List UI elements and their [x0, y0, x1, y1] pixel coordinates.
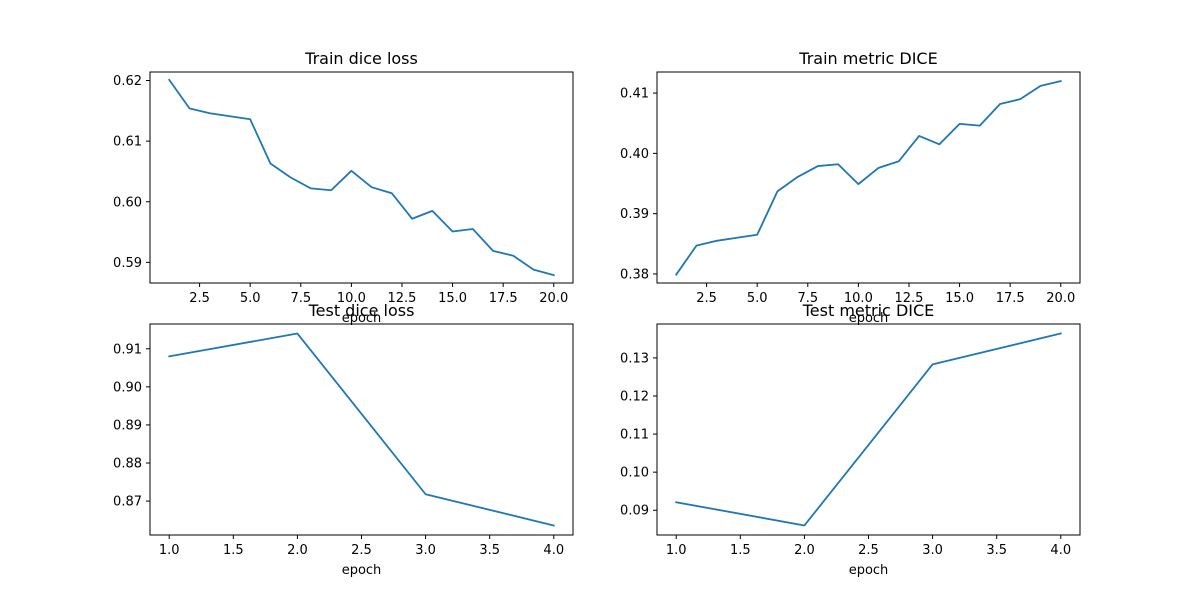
chart-0-x-tick-label: 17.5 — [489, 291, 518, 306]
chart-1-x-tick-label: 20.0 — [1046, 291, 1075, 306]
chart-2-x-tick-label: 3.0 — [415, 543, 436, 558]
chart-2-y-tick-label: 0.90 — [113, 380, 142, 395]
chart-3-x-tick-label: 1.5 — [730, 543, 751, 558]
chart-0-y-tick-label: 0.60 — [113, 195, 142, 210]
chart-1-x-tick-label: 2.5 — [696, 291, 717, 306]
chart-3-y-tick-label: 0.12 — [620, 389, 649, 404]
x-axis-label: epoch — [342, 563, 382, 578]
chart-1-y-tick-label: 0.40 — [620, 147, 649, 162]
chart-0-axes-frame — [149, 71, 574, 284]
x-axis-label: epoch — [849, 311, 889, 326]
chart-title: Train metric DICE — [798, 49, 937, 68]
chart-2-y-tick-label: 0.88 — [113, 457, 142, 472]
chart-3-y-tick-label: 0.09 — [620, 504, 649, 519]
chart-0-x-tick-label: 20.0 — [539, 291, 568, 306]
chart-0-series-0-line — [167, 78, 555, 277]
chart-1-x-tick-label: 15.0 — [945, 291, 974, 306]
chart-2-x-tick-label: 1.5 — [223, 543, 244, 558]
chart-0-x-tick-label: 10.0 — [337, 291, 366, 306]
chart-2-y-tick-label: 0.89 — [113, 418, 142, 433]
chart-1-x-tick-label: 12.5 — [895, 291, 924, 306]
chart-1-y-tick-label: 0.38 — [620, 267, 649, 282]
chart-0-y-tick-label: 0.62 — [113, 74, 142, 89]
chart-1-y-tick-label: 0.41 — [620, 87, 649, 102]
chart-2-x-tick-label: 2.5 — [351, 543, 372, 558]
chart-1-x-tick-label: 7.5 — [797, 291, 818, 306]
chart-3-x-tick-label: 1.0 — [666, 543, 687, 558]
chart-title: Test dice loss — [308, 301, 415, 320]
chart-2-x-tick-label: 4.0 — [543, 543, 564, 558]
chart-3-x-tick-label: 4.0 — [1050, 543, 1071, 558]
chart-3-y-tick-label: 0.10 — [620, 466, 649, 481]
chart-title: Train dice loss — [304, 49, 418, 68]
chart-3-y-tick-label: 0.11 — [620, 428, 649, 443]
x-axis-label: epoch — [342, 311, 382, 326]
chart-3-series-0-line — [675, 332, 1062, 527]
chart-0-x-tick-label: 12.5 — [388, 291, 417, 306]
chart-0-y-tick-label: 0.61 — [113, 135, 142, 150]
chart-3-x-tick-label: 2.0 — [794, 543, 815, 558]
chart-3-x-tick-label: 2.5 — [858, 543, 879, 558]
chart-3-x-tick-label: 3.5 — [986, 543, 1007, 558]
chart-3-y-tick-label: 0.13 — [620, 351, 649, 366]
chart-0-y-tick-label: 0.59 — [113, 256, 142, 271]
chart-title: Test metric DICE — [802, 301, 935, 320]
chart-0-x-tick-label: 2.5 — [189, 291, 210, 306]
subplot-train-dice-loss: 2.5 5.0 7.5 10.0 12.5 15.0 17.5 20.0 0.59 0.60 0.6… — [113, 49, 574, 326]
chart-0-x-tick-label: 7.5 — [290, 291, 311, 306]
chart-2-x-tick-label: 2.0 — [287, 543, 308, 558]
chart-1-y-tick-label: 0.39 — [620, 207, 649, 222]
chart-2-y-tick-label: 0.91 — [113, 342, 142, 357]
chart-0-x-tick-label: 5.0 — [240, 291, 261, 306]
chart-1-axes-frame — [656, 71, 1081, 284]
subplot-train-metric-dice: 2.5 5.0 7.5 10.0 12.5 15.0 17.5 20.0 0.38 0.39 0.4… — [620, 49, 1081, 326]
chart-2-series-0-line — [168, 332, 555, 527]
subplot-test-dice-loss: 1.0 1.5 2.0 2.5 3.0 3.5 4.0 0.87 0.88 0.89 0.90 0.9… — [113, 301, 574, 578]
chart-3-x-tick-label: 3.0 — [922, 543, 943, 558]
chart-1-series-0-line — [674, 79, 1062, 276]
subplot-test-metric-dice: 1.0 1.5 2.0 2.5 3.0 3.5 4.0 0.09 0.10 0.11 0.12 0.1… — [620, 301, 1081, 578]
chart-0-x-tick-label: 15.0 — [438, 291, 467, 306]
chart-1-x-tick-label: 5.0 — [747, 291, 768, 306]
chart-2-x-tick-label: 1.0 — [159, 543, 180, 558]
chart-1-x-tick-label: 17.5 — [996, 291, 1025, 306]
chart-2-x-tick-label: 3.5 — [479, 543, 500, 558]
x-axis-label: epoch — [849, 563, 889, 578]
chart-1-x-tick-label: 10.0 — [844, 291, 873, 306]
chart-2-y-tick-label: 0.87 — [113, 495, 142, 510]
